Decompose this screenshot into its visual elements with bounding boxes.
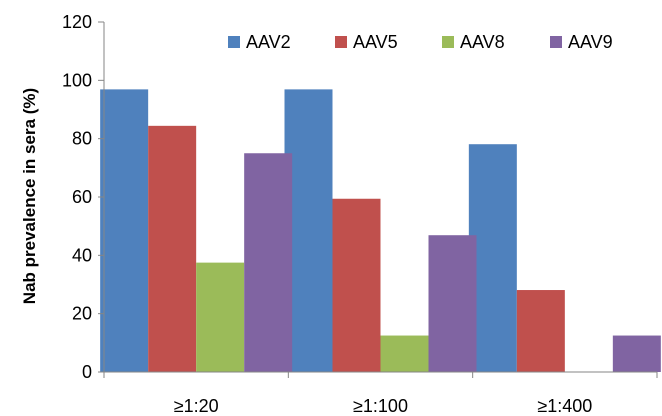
y-tick-label: 0 [82, 362, 92, 382]
legend: AAV2 AAV5 AAV8 AAV9 [228, 32, 613, 52]
x-axis: ≥1:20 ≥1:100 ≥1:400 [103, 371, 658, 416]
legend-label: AAV2 [246, 32, 291, 52]
plot-area [100, 89, 661, 372]
legend-label: AAV8 [460, 32, 505, 52]
legend-swatch-aav2 [228, 36, 240, 48]
bar-aav9 [612, 335, 661, 372]
bar-aav5 [148, 125, 197, 372]
y-tick-label: 80 [72, 129, 92, 149]
legend-swatch-aav5 [335, 36, 347, 48]
bar-aav9 [244, 153, 293, 372]
y-tick-label: 100 [62, 70, 92, 90]
bar-aav8 [380, 335, 429, 372]
bar-aav5 [516, 290, 565, 372]
legend-swatch-aav8 [442, 36, 454, 48]
bar-aav2 [284, 89, 333, 372]
bar-aav2 [100, 89, 149, 372]
legend-swatch-aav9 [550, 36, 562, 48]
y-axis: 0 20 40 60 80 100 120 [62, 12, 105, 382]
y-tick-label: 40 [72, 245, 92, 265]
y-tick-label: 60 [72, 187, 92, 207]
x-category-label: ≥1:100 [353, 396, 408, 416]
bar-aav2 [468, 144, 517, 372]
y-axis-title: Nab prevalence in sera (%) [20, 88, 39, 304]
bar-aav5 [332, 198, 381, 372]
bar-aav9 [428, 235, 477, 372]
x-category-label: ≥1:400 [537, 396, 592, 416]
legend-label: AAV9 [568, 32, 613, 52]
x-category-label: ≥1:20 [174, 396, 219, 416]
legend-label: AAV5 [353, 32, 398, 52]
y-tick-label: 120 [62, 12, 92, 32]
y-tick-label: 20 [72, 304, 92, 324]
bar-aav8 [196, 262, 245, 372]
